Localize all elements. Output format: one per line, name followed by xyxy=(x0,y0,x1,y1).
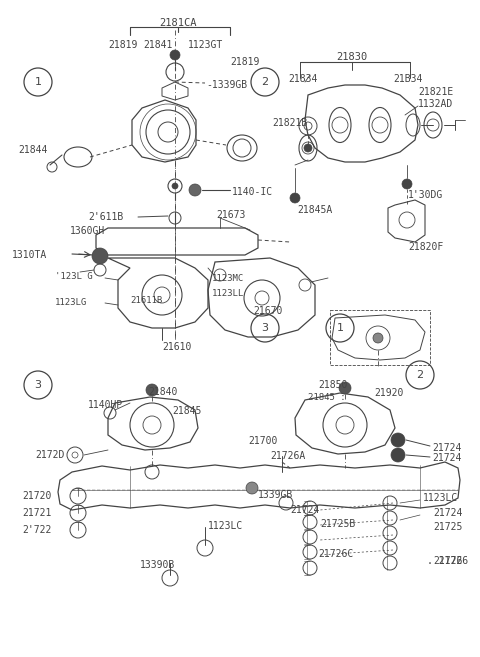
Text: 21670: 21670 xyxy=(253,306,282,316)
Text: 1140HP: 1140HP xyxy=(88,400,123,410)
Text: 21700: 21700 xyxy=(248,436,277,446)
Text: 1123LG: 1123LG xyxy=(55,298,87,307)
Text: 21673: 21673 xyxy=(216,210,245,220)
Circle shape xyxy=(339,382,351,394)
Text: 1140-IC: 1140-IC xyxy=(232,187,273,197)
Text: 1339GB: 1339GB xyxy=(258,490,293,500)
Text: 21726A: 21726A xyxy=(270,451,305,461)
Text: 21834: 21834 xyxy=(288,74,317,84)
Text: 1132AD: 1132AD xyxy=(418,99,453,109)
Circle shape xyxy=(304,144,312,152)
Text: 3: 3 xyxy=(35,380,41,390)
Circle shape xyxy=(172,183,178,189)
Text: 1360GH: 1360GH xyxy=(70,226,105,236)
Text: '123L G: '123L G xyxy=(55,272,93,281)
Text: 2: 2 xyxy=(417,370,423,380)
Text: 21724: 21724 xyxy=(432,443,461,453)
Text: 1'30DG: 1'30DG xyxy=(408,190,443,200)
Text: 2181CA: 2181CA xyxy=(159,18,197,28)
Text: 1: 1 xyxy=(35,77,41,87)
Circle shape xyxy=(391,448,405,462)
Text: 21819: 21819 xyxy=(230,57,259,67)
Text: 21B34: 21B34 xyxy=(393,74,422,84)
Text: 21844: 21844 xyxy=(18,145,48,155)
Text: 21721: 21721 xyxy=(22,508,51,518)
Circle shape xyxy=(246,482,258,494)
Circle shape xyxy=(391,433,405,447)
Text: 21819: 21819 xyxy=(108,40,137,50)
Text: 2172D: 2172D xyxy=(35,450,64,460)
Circle shape xyxy=(402,179,412,189)
Text: 1123LC: 1123LC xyxy=(423,493,458,503)
Text: 21845 :: 21845 : xyxy=(308,393,346,402)
Text: 21820F: 21820F xyxy=(408,242,443,252)
Text: 21725: 21725 xyxy=(433,522,462,532)
Text: 21845: 21845 xyxy=(172,406,202,416)
Text: 1123GT: 1123GT xyxy=(188,40,223,50)
Circle shape xyxy=(373,333,383,343)
Text: 21920: 21920 xyxy=(374,388,403,398)
Text: 21821B: 21821B xyxy=(272,118,307,128)
Text: 1310TA: 1310TA xyxy=(12,250,47,260)
Text: 21850: 21850 xyxy=(318,380,348,390)
Circle shape xyxy=(170,50,180,60)
Text: 21725B: 21725B xyxy=(320,519,355,529)
Circle shape xyxy=(146,384,158,396)
Text: 1123MC: 1123MC xyxy=(212,274,244,283)
Text: 21841: 21841 xyxy=(143,40,172,50)
Circle shape xyxy=(290,193,300,203)
Circle shape xyxy=(189,184,201,196)
Text: 21610: 21610 xyxy=(162,342,192,352)
Text: 21724: 21724 xyxy=(433,508,462,518)
Text: 21830: 21830 xyxy=(336,52,368,62)
Text: 21840: 21840 xyxy=(148,387,178,397)
Text: 21724: 21724 xyxy=(290,505,319,515)
Text: 21821E: 21821E xyxy=(418,87,453,97)
Text: 21611B: 21611B xyxy=(130,296,162,305)
Text: 21720: 21720 xyxy=(22,491,51,501)
Text: 1123LC: 1123LC xyxy=(208,521,243,531)
Text: 21724: 21724 xyxy=(432,453,461,463)
Text: 1: 1 xyxy=(336,323,344,333)
Text: 13390B: 13390B xyxy=(140,560,175,570)
Text: 2'722: 2'722 xyxy=(22,525,51,535)
Text: 21726C: 21726C xyxy=(318,549,353,559)
Circle shape xyxy=(92,248,108,264)
Text: 2: 2 xyxy=(262,77,269,87)
Text: 2'611B: 2'611B xyxy=(88,212,123,222)
Text: 3: 3 xyxy=(262,323,268,333)
Text: -1339GB: -1339GB xyxy=(206,80,247,90)
Text: . 21726: . 21726 xyxy=(427,556,468,566)
Text: 21726: 21726 xyxy=(433,556,462,566)
Text: 1123LL: 1123LL xyxy=(212,289,244,298)
Text: 21845A: 21845A xyxy=(297,205,332,215)
